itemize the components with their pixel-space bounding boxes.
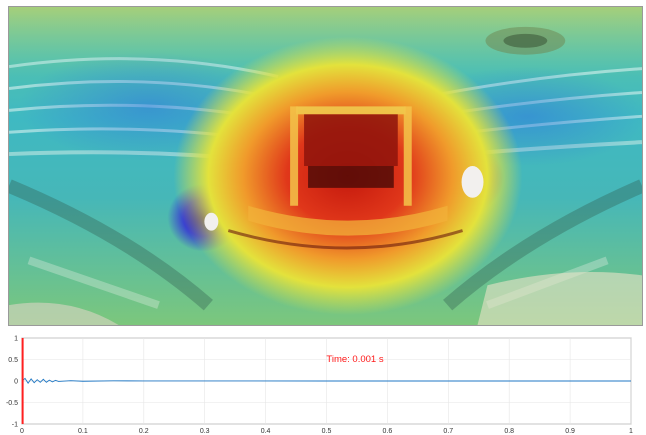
- panorama-canvas: [9, 7, 642, 325]
- x-tick-label: 0: [20, 428, 24, 435]
- x-tick-label: 0.4: [261, 428, 271, 435]
- marker-left[interactable]: [204, 212, 219, 231]
- axis-ticks: 0 0.1 0.2 0.3 0.4 0.5 0.6 0.7 0.8 0.9 1 1 0.5 0 -0.5 -1: [6, 336, 633, 435]
- panorama-heatmap-view[interactable]: [8, 6, 643, 326]
- x-tick-label: 0.3: [200, 428, 210, 435]
- signal-line: [21, 377, 631, 384]
- x-tick-label: 0.8: [504, 428, 514, 435]
- stage-proscenium: [227, 106, 464, 250]
- x-tick-label: 0.7: [443, 428, 453, 435]
- time-readout: Time: 0.001 s: [326, 354, 383, 365]
- y-tick-label: 0.5: [8, 357, 18, 364]
- x-tick-label: 0.1: [78, 428, 88, 435]
- x-tick-label: 0.2: [139, 428, 149, 435]
- x-tick-label: 0.6: [383, 428, 393, 435]
- marker-right[interactable]: [461, 166, 484, 198]
- x-tick-label: 1: [629, 428, 633, 435]
- y-tick-label: 1: [14, 336, 18, 343]
- y-tick-label: -0.5: [6, 400, 18, 407]
- waveform-axes: 0 0.1 0.2 0.3 0.4 0.5 0.6 0.7 0.8 0.9 1 1 0.5 0 -0.5 -1…: [6, 336, 633, 435]
- y-tick-label: -1: [12, 422, 18, 429]
- y-tick-label: 0: [14, 379, 18, 386]
- x-tick-label: 0.9: [565, 428, 575, 435]
- x-tick-label: 0.5: [322, 428, 332, 435]
- waveform-plot[interactable]: 0 0.1 0.2 0.3 0.4 0.5 0.6 0.7 0.8 0.9 1 1 0.5 0 -0.5 -1…: [0, 330, 646, 435]
